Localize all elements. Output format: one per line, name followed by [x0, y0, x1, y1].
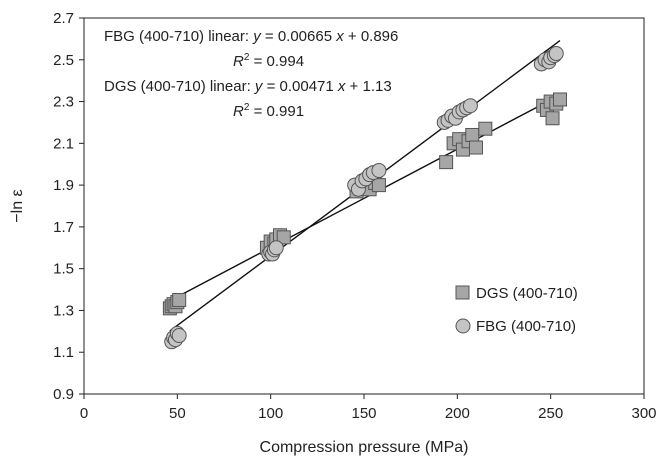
fbg-r2: R2 = 0.994 — [233, 52, 304, 70]
legend-label-dgs: DGS (400-710) — [476, 285, 578, 302]
fbg-eq-mid: = 0.00665 — [261, 28, 336, 45]
dgs-data-point — [439, 155, 454, 170]
fbg-eq-y: y — [252, 28, 262, 45]
data-points — [162, 46, 567, 350]
y-tick-label: 1.3 — [53, 302, 74, 319]
y-tick-label: 1.5 — [53, 261, 74, 278]
dgs-data-point — [545, 111, 560, 126]
x-tick-label: 50 — [169, 405, 186, 422]
y-tick-label: 0.9 — [53, 386, 74, 403]
fbg-data-point — [462, 98, 478, 114]
fbg-data-point — [171, 328, 187, 344]
dgs-r2-val: = 0.991 — [249, 103, 304, 120]
fbg-data-point — [548, 46, 564, 62]
fbg-r2-val: = 0.994 — [249, 53, 304, 70]
dgs-data-point — [276, 230, 291, 245]
dgs-data-point — [371, 178, 386, 193]
x-tick-label: 0 — [80, 405, 88, 422]
dgs-data-point — [469, 140, 483, 155]
dgs-eq-suffix: + 1.13 — [345, 78, 391, 95]
legend-square-marker — [455, 285, 470, 300]
dgs-data-point — [172, 293, 187, 307]
dgs-r2-sup: 2 — [244, 102, 250, 113]
fbg-eq-prefix: FBG (400-710) linear: — [104, 28, 253, 45]
x-tick-label: 200 — [445, 405, 470, 422]
annotations: FBG (400-710) linear: y = 0.00665 x + 0.… — [104, 28, 398, 120]
y-tick-label: 1.7 — [53, 219, 74, 236]
fbg-equation: FBG (400-710) linear: y = 0.00665 x + 0.… — [104, 28, 398, 45]
fbg-eq-suffix: + 0.896 — [344, 28, 399, 45]
legend-circle-marker — [455, 318, 471, 334]
legend: DGS (400-710) FBG (400-710) — [455, 285, 578, 335]
y-tick-label: 1.1 — [53, 344, 74, 361]
dgs-eq-prefix: DGS (400-710) linear: — [104, 78, 255, 95]
dgs-fit-line — [169, 94, 561, 302]
dgs-data-point — [465, 127, 480, 142]
dgs-r2-r: R — [233, 103, 244, 120]
dgs-eq-x: x — [337, 78, 346, 95]
x-tick-label: 100 — [258, 405, 283, 422]
fbg-data-point — [268, 240, 284, 256]
y-tick-label: 2.3 — [53, 94, 74, 111]
fbg-eq-x: x — [335, 28, 344, 45]
y-tick-label: 1.9 — [53, 177, 74, 194]
dgs-r2: R2 = 0.991 — [233, 102, 304, 120]
y-tick-label: 2.1 — [53, 135, 74, 152]
dgs-eq-mid: = 0.00471 — [262, 78, 337, 95]
x-tick-label: 300 — [631, 405, 656, 422]
dgs-data-point — [553, 92, 567, 107]
legend-label-fbg: FBG (400-710) — [476, 318, 576, 335]
x-axis-title: Compression pressure (MPa) — [260, 439, 469, 456]
y-tick-label: 2.7 — [53, 10, 74, 27]
fbg-r2-sup: 2 — [244, 52, 250, 63]
dgs-equation: DGS (400-710) linear: y = 0.00471 x + 1.… — [104, 78, 392, 95]
x-tick-label: 150 — [351, 405, 376, 422]
dgs-data-point — [478, 121, 493, 136]
fbg-data-point — [371, 162, 387, 178]
dgs-eq-y: y — [254, 78, 264, 95]
y-axis-title: −ln ε — [9, 189, 26, 222]
x-tick-label: 250 — [538, 405, 563, 422]
y-tick-label: 2.5 — [53, 52, 74, 69]
axes: 0 50 100 150 200 250 300 0.9 1.1 1.3 1.5 1.7 1.9 2.1 2… — [9, 10, 657, 456]
fbg-r2-r: R — [233, 53, 244, 70]
